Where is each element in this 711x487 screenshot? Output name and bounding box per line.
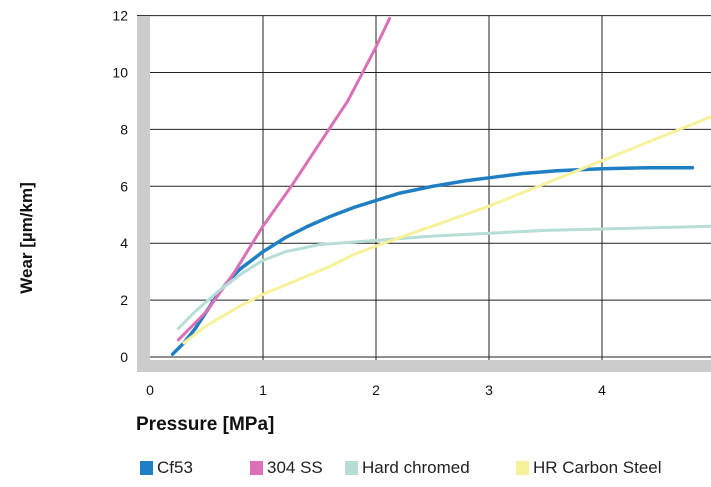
- x-tick-label-0: 0: [146, 382, 154, 398]
- x-tick-label-4: 4: [598, 382, 606, 398]
- y-axis-label: Wear [µm/km]: [17, 182, 36, 294]
- legend-swatch: [140, 461, 153, 475]
- series-line-hard-chromed: [176, 224, 711, 331]
- x-tick-label-2: 2: [372, 382, 380, 398]
- series-line-304-ss: [176, 16, 392, 342]
- legend-swatch: [250, 461, 263, 475]
- tick-labels: 024681012012345: [112, 8, 606, 398]
- grid-lines: [137, 15, 711, 360]
- x-tick-label-1: 1: [259, 382, 267, 398]
- legend-label: HR Carbon Steel: [533, 458, 662, 477]
- x-axis-bar: [137, 360, 711, 372]
- legend-swatch: [516, 461, 529, 475]
- y-tick-label-2: 2: [120, 292, 128, 308]
- y-tick-label-12: 12: [112, 8, 128, 24]
- series-lines: [170, 16, 711, 356]
- y-tick-label-10: 10: [112, 65, 128, 81]
- axes: [137, 16, 711, 372]
- legend-item-cf53: Cf53: [140, 456, 193, 480]
- x-axis-label: Pressure [MPa]: [136, 414, 274, 435]
- y-axis-bar: [137, 16, 150, 372]
- legend-item-304-ss: 304 SS: [250, 456, 323, 480]
- y-tick-label-0: 0: [120, 349, 128, 365]
- y-tick-label-6: 6: [120, 178, 128, 194]
- legend-item-hr-carbon-steel: HR Carbon Steel: [516, 456, 662, 480]
- legend: Cf53 304 SS Hard chromed HR Carbon Steel: [0, 456, 711, 486]
- legend-label: Cf53: [157, 458, 193, 477]
- x-tick-label-3: 3: [485, 382, 493, 398]
- legend-label: Hard chromed: [362, 458, 470, 477]
- y-tick-label-8: 8: [120, 121, 128, 137]
- legend-swatch: [345, 461, 358, 475]
- y-tick-label-4: 4: [120, 235, 128, 251]
- series-line-cf53: [170, 166, 695, 356]
- legend-item-hard-chromed: Hard chromed: [345, 456, 470, 480]
- series-line-hr-carbon-steel: [182, 115, 711, 345]
- legend-label: 304 SS: [267, 458, 323, 477]
